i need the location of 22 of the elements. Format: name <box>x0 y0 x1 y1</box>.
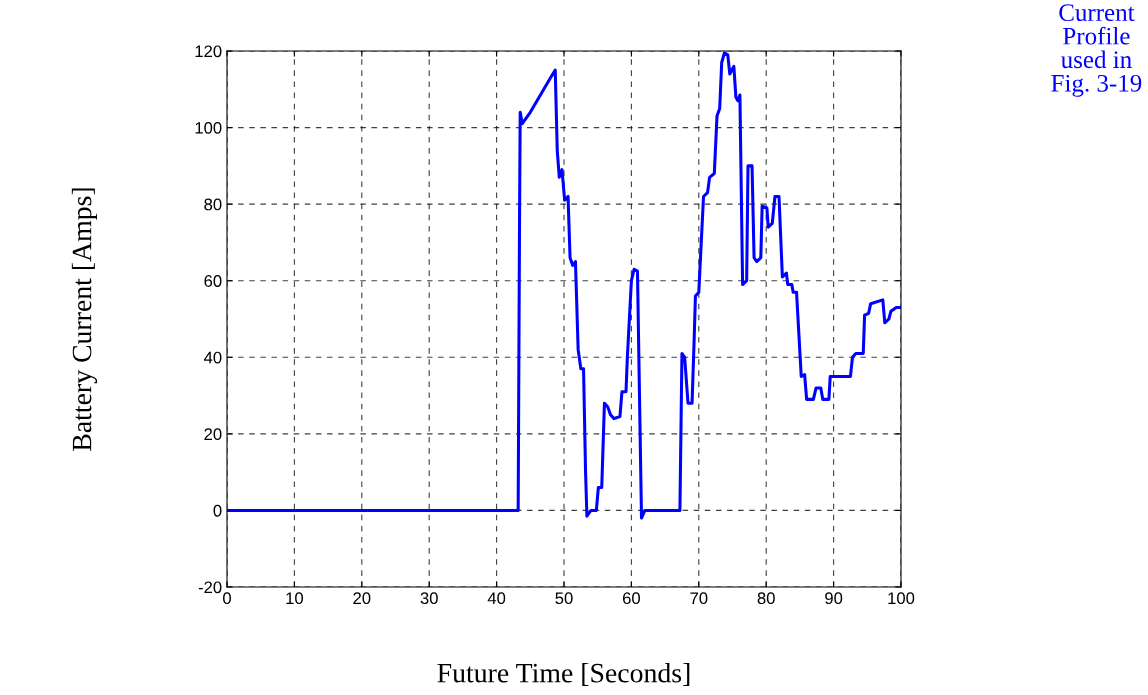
x-tick-label: 90 <box>825 592 843 605</box>
x-tick-label: 40 <box>487 592 506 605</box>
y-tick-label: -20 <box>198 581 222 594</box>
x-tick-label: 10 <box>286 592 304 605</box>
x-tick-label: 0 <box>223 592 231 605</box>
x-tick-label: 100 <box>888 592 915 605</box>
x-tick-label: 50 <box>555 592 573 605</box>
x-tick-label: 70 <box>690 592 708 605</box>
x-tick-label: 60 <box>622 592 641 605</box>
y-axis-title: Battery Current [Amps] <box>71 188 98 451</box>
y-tick-label: 100 <box>195 121 222 134</box>
text: Current Profile used in Fig. 3-19 <box>1051 4 1142 97</box>
x-tick-label: 20 <box>353 592 371 605</box>
y-tick-label: 20 <box>204 428 222 441</box>
y-tick-label: 120 <box>195 45 222 58</box>
x-tick-label: 30 <box>420 592 438 605</box>
y-tick-label: 40 <box>203 351 222 364</box>
x-axis-title: Future Time [Seconds] <box>437 662 690 686</box>
x-tick-label: 80 <box>757 592 775 605</box>
y-tick-label: 80 <box>204 198 222 211</box>
y-tick-label: 60 <box>204 275 222 287</box>
y-tick-label: 0 <box>213 504 222 517</box>
